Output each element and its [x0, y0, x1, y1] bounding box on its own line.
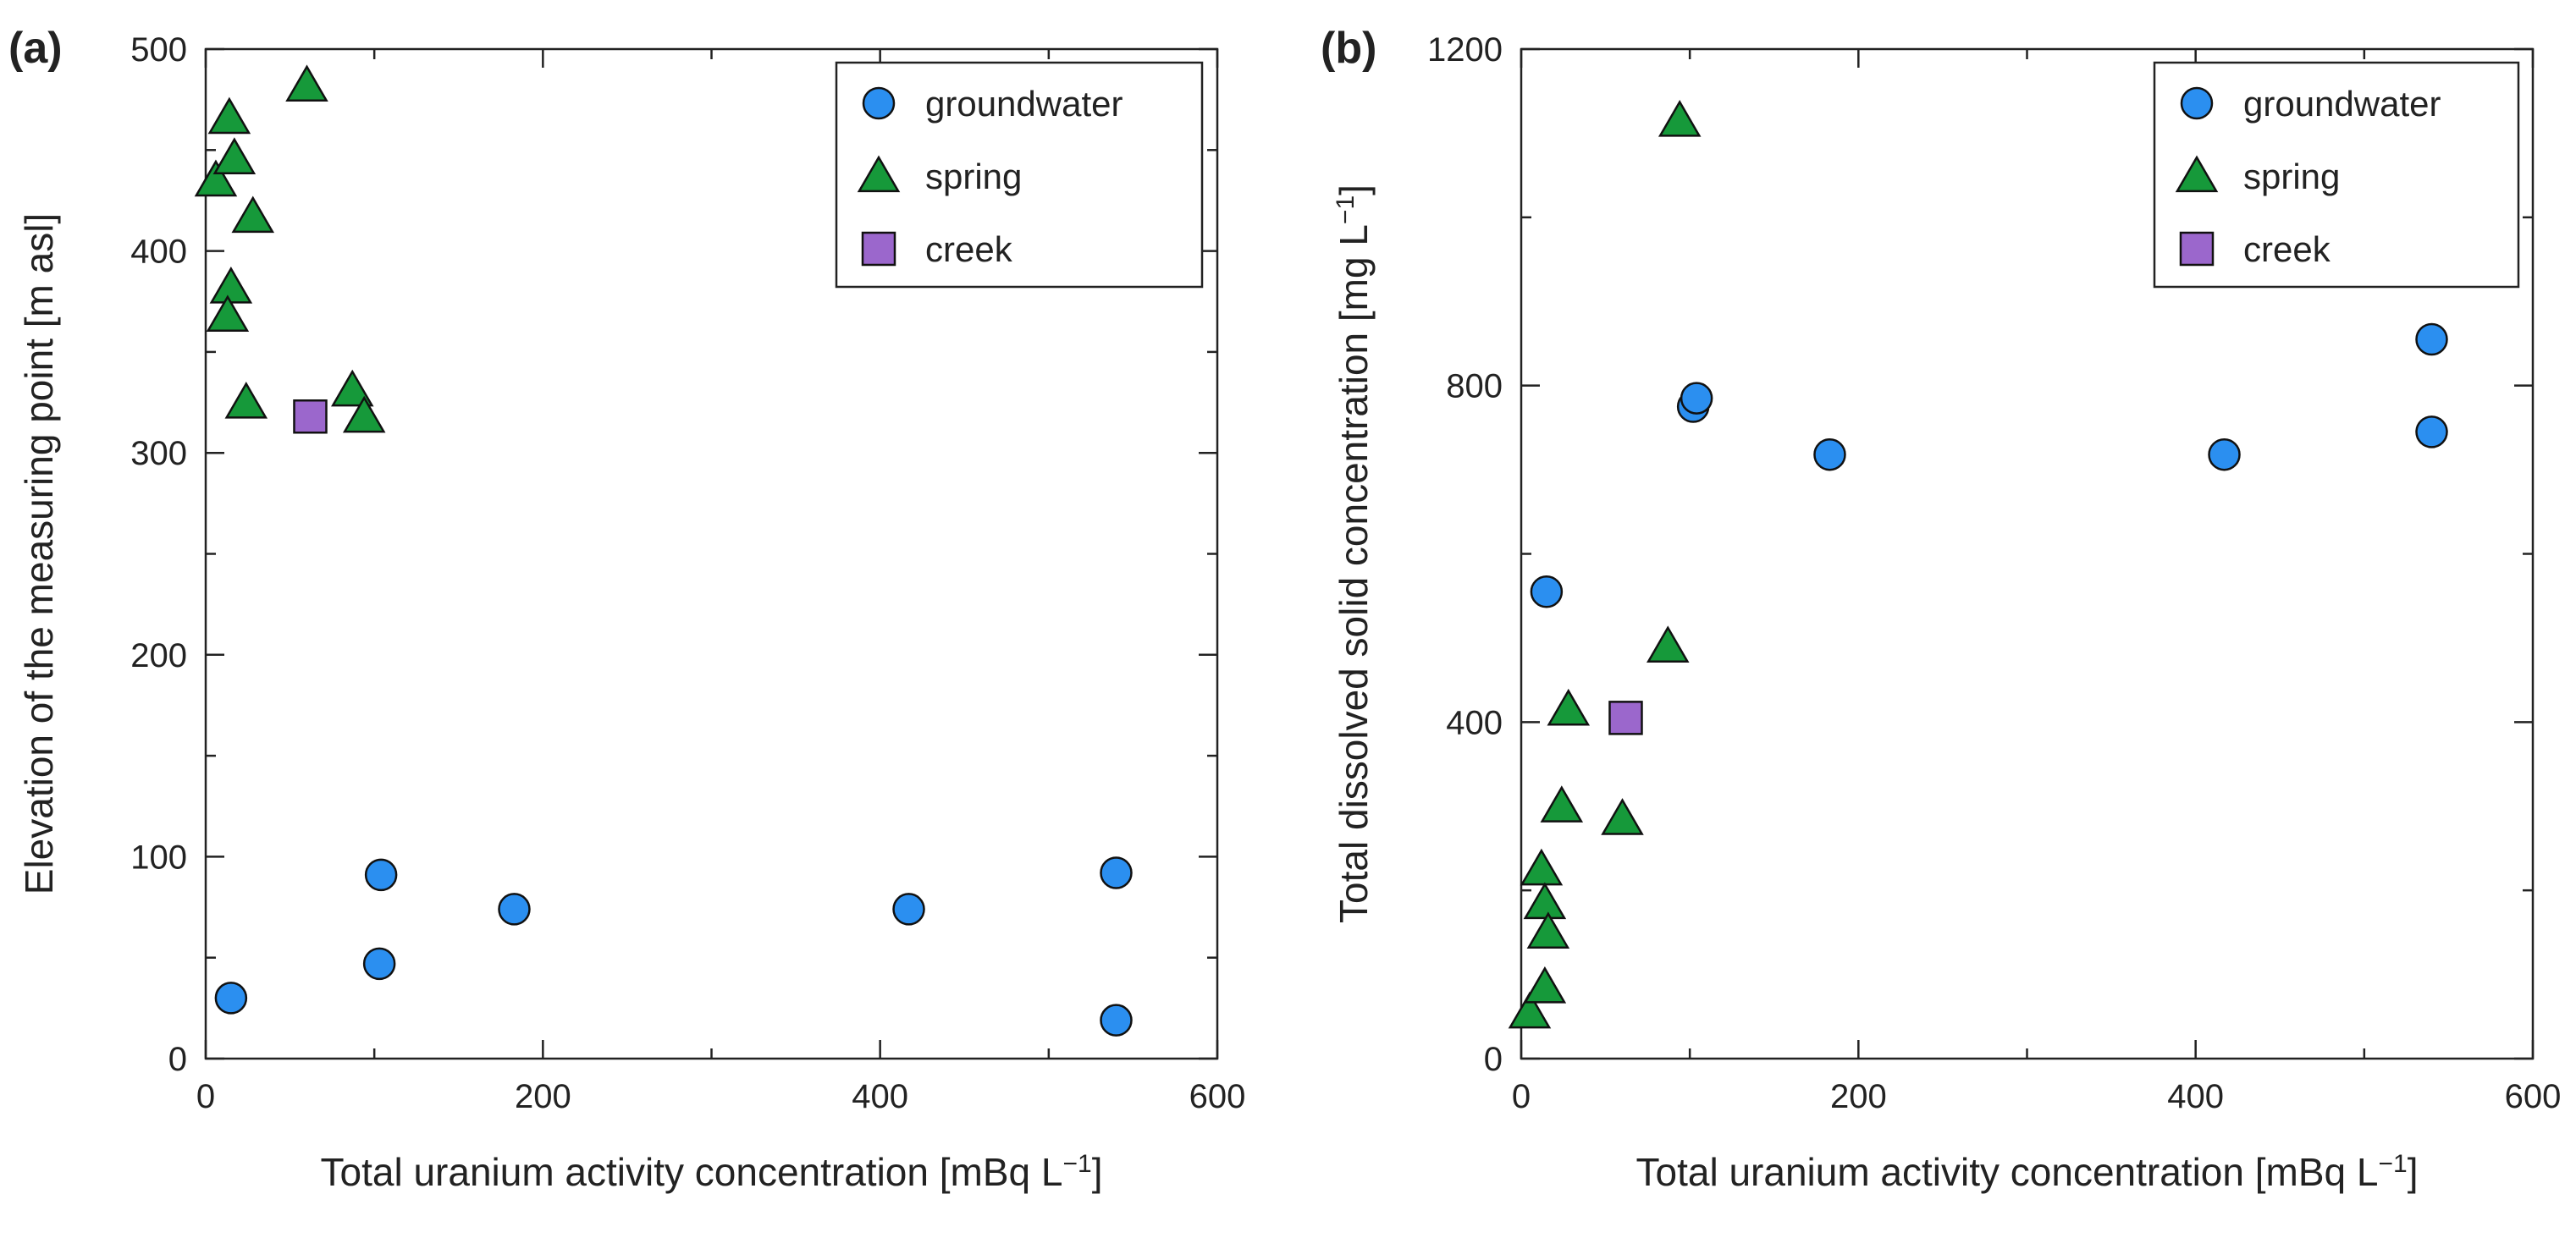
- panel-label: (a): [8, 24, 63, 73]
- y-axis-title: Elevation of the measuring point [m asl]: [17, 213, 61, 894]
- series-creek: [1608, 701, 1643, 735]
- y-tick-label: 300: [130, 435, 187, 472]
- data-point-spring: [1658, 99, 1702, 137]
- data-point-groundwater: [2415, 415, 2448, 448]
- data-point-groundwater: [2415, 322, 2448, 356]
- data-point-creek: [293, 399, 328, 434]
- legend-marker-groundwater: [862, 86, 896, 120]
- legend-label-spring: spring: [2243, 157, 2340, 196]
- series-groundwater: [1530, 322, 2448, 608]
- legend-label-spring: spring: [925, 157, 1022, 196]
- y-tick-label: 0: [1484, 1041, 1503, 1078]
- data-point-spring: [224, 382, 268, 419]
- data-point-spring: [1526, 911, 1570, 949]
- legend-label-groundwater: groundwater: [2243, 84, 2441, 124]
- data-point-spring: [212, 137, 256, 174]
- legend-marker-creek: [2179, 231, 2215, 267]
- data-point-groundwater: [498, 893, 531, 926]
- legend: groundwater spring creek: [2153, 61, 2520, 289]
- data-point-spring: [206, 294, 250, 333]
- data-point-spring: [209, 267, 253, 304]
- x-axis-title: Total uranium activity concentration [mB…: [321, 1150, 1103, 1194]
- y-tick-label: 400: [130, 234, 187, 271]
- x-tick-label: 400: [2167, 1078, 2224, 1115]
- data-point-groundwater: [1100, 1004, 1133, 1037]
- data-point-spring: [331, 369, 374, 407]
- y-tick-label: 400: [1446, 704, 1503, 741]
- data-point-spring: [1523, 966, 1567, 1004]
- x-tick-label: 200: [515, 1078, 571, 1115]
- legend-box: [835, 61, 1204, 289]
- data-point-groundwater: [1530, 575, 1564, 608]
- legend-label-creek: creek: [925, 229, 1013, 269]
- data-point-spring: [231, 195, 275, 234]
- panel-b: 0 200 400 600 0 400 800 1200 Total uranium activ…: [1321, 24, 2561, 1194]
- x-tick-label: 600: [1189, 1078, 1246, 1115]
- x-tick-label: 600: [2505, 1078, 2562, 1115]
- data-point-spring: [194, 159, 238, 197]
- y-tick-label: 1200: [1427, 31, 1503, 69]
- data-point-spring: [1520, 848, 1564, 886]
- data-point-groundwater: [364, 858, 398, 892]
- data-point-creek: [1608, 701, 1643, 735]
- data-point-spring: [207, 96, 251, 135]
- panel-label: (b): [1321, 24, 1376, 73]
- data-point-groundwater: [1813, 437, 1846, 471]
- data-point-spring: [285, 64, 328, 102]
- data-point-spring: [1508, 991, 1552, 1029]
- data-point-spring: [342, 395, 386, 433]
- x-tick-label: 0: [1512, 1078, 1531, 1115]
- data-point-groundwater: [2208, 437, 2241, 471]
- y-tick-label: 0: [168, 1041, 187, 1078]
- series-groundwater: [214, 856, 1133, 1037]
- series-spring: [194, 64, 386, 433]
- y-axis-title: Total dissolved solid concentration [mg …: [1332, 184, 1376, 923]
- y-tick-label: 500: [130, 31, 187, 69]
- y-tick-label: 800: [1446, 368, 1503, 405]
- x-tick-label: 200: [1830, 1078, 1887, 1115]
- data-point-groundwater: [1680, 382, 1713, 415]
- data-point-spring: [1647, 625, 1690, 663]
- x-tick-label: 400: [852, 1078, 908, 1115]
- legend-label-creek: creek: [2243, 229, 2331, 269]
- data-point-spring: [1601, 798, 1644, 835]
- x-axis-title: Total uranium activity concentration [mB…: [1636, 1150, 2419, 1194]
- series-spring: [1508, 99, 1702, 1029]
- legend-marker-groundwater: [2180, 86, 2214, 120]
- legend-box: [2153, 61, 2520, 289]
- x-tick-label: 0: [196, 1078, 215, 1115]
- series-creek: [293, 399, 328, 434]
- data-point-groundwater: [1100, 856, 1133, 889]
- panel-a: 0 200 400 600 0 100 200 300 400 500 Total uranium …: [8, 24, 1245, 1194]
- data-point-groundwater: [892, 893, 925, 926]
- data-point-spring: [1547, 688, 1591, 726]
- y-tick-label: 200: [130, 637, 187, 674]
- data-point-groundwater: [214, 982, 248, 1015]
- legend-label-groundwater: groundwater: [925, 84, 1123, 124]
- data-point-groundwater: [362, 947, 396, 981]
- legend-marker-creek: [861, 231, 896, 267]
- legend-marker-spring: [857, 155, 901, 193]
- y-tick-label: 100: [130, 839, 187, 876]
- data-point-spring: [1540, 785, 1584, 823]
- legend-marker-spring: [2175, 155, 2219, 193]
- legend: groundwater spring creek: [835, 61, 1204, 289]
